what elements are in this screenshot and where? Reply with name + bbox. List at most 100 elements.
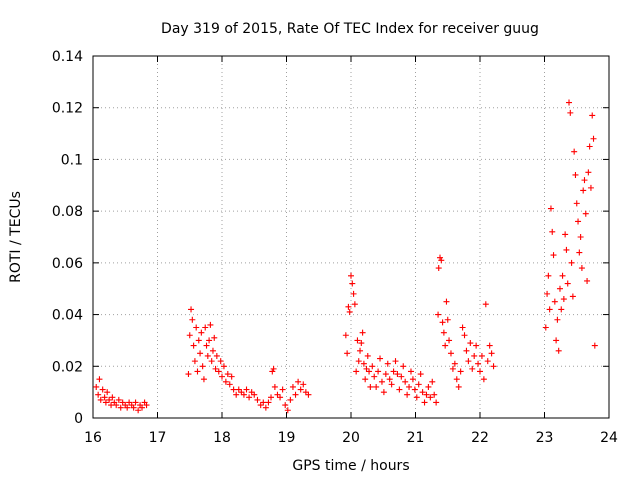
y-tick-label: 0.04 (52, 308, 83, 324)
data-point (366, 368, 373, 375)
data-point (380, 389, 387, 396)
data-point (554, 316, 561, 323)
data-point (104, 389, 111, 396)
data-point (212, 365, 219, 372)
data-point (262, 404, 269, 411)
data-point (442, 342, 449, 349)
data-point (549, 228, 556, 235)
data-point (353, 368, 360, 375)
data-point (550, 252, 557, 259)
data-point (478, 352, 485, 359)
data-point (93, 383, 100, 390)
data-point (556, 285, 563, 292)
x-tick-label: 22 (471, 430, 489, 446)
data-point (213, 352, 220, 359)
data-point (106, 396, 113, 403)
data-point (486, 342, 493, 349)
data-point (113, 402, 120, 409)
data-point (132, 399, 139, 406)
data-point (564, 280, 571, 287)
y-axis-title: ROTI / TECUs (8, 191, 24, 283)
x-tick-label: 17 (149, 430, 167, 446)
data-point (364, 352, 371, 359)
data-point (471, 352, 478, 359)
x-tick-label: 18 (213, 430, 231, 446)
data-point (388, 381, 395, 388)
data-point (473, 342, 480, 349)
data-point (295, 378, 302, 385)
data-point (117, 404, 124, 411)
data-point (542, 324, 549, 331)
data-point (219, 373, 225, 380)
data-point (569, 293, 576, 300)
data-point (96, 376, 103, 383)
y-tick-label: 0 (74, 411, 83, 427)
data-point (342, 332, 349, 339)
data-point (455, 383, 462, 390)
data-point (215, 368, 222, 375)
data-point (254, 396, 261, 403)
data-point (351, 301, 358, 308)
data-point (427, 394, 434, 401)
data-point (586, 143, 593, 150)
data-point (265, 399, 272, 406)
data-point (345, 303, 352, 310)
data-point (202, 324, 209, 331)
data-point (251, 391, 258, 398)
data-point (407, 368, 414, 375)
data-point (423, 391, 430, 398)
data-point (360, 360, 367, 367)
data-point (189, 316, 196, 323)
data-point (108, 402, 115, 409)
data-point (354, 337, 361, 344)
data-points (93, 99, 598, 414)
data-point (559, 272, 566, 279)
data-point (344, 350, 351, 357)
data-point (578, 265, 585, 272)
data-point (139, 404, 146, 411)
data-point (194, 368, 201, 375)
data-point (207, 321, 214, 328)
data-point (463, 347, 470, 354)
data-point (404, 391, 411, 398)
data-point (371, 373, 378, 380)
data-point (544, 290, 551, 297)
data-point (413, 394, 420, 401)
y-tick-label: 0.02 (52, 359, 83, 375)
data-point (297, 386, 304, 393)
data-point (447, 350, 454, 357)
data-point (222, 378, 229, 385)
data-point (567, 109, 574, 116)
data-point (109, 394, 116, 401)
data-point (208, 358, 215, 365)
data-point (193, 324, 200, 331)
x-axis-title: GPS time / hours (292, 458, 409, 474)
data-point (130, 404, 137, 411)
data-point (355, 358, 362, 365)
data-point (439, 319, 446, 326)
data-point (359, 329, 366, 336)
data-point (435, 311, 442, 318)
data-point (119, 399, 126, 406)
data-point (209, 347, 216, 354)
data-point (382, 371, 389, 378)
data-point (443, 298, 450, 305)
data-point (400, 363, 407, 370)
data-point (240, 391, 247, 398)
data-point (211, 334, 218, 341)
data-point (362, 376, 369, 383)
data-point (302, 389, 309, 396)
data-point (230, 386, 237, 393)
data-point (546, 306, 553, 313)
x-tick-label: 23 (536, 430, 554, 446)
data-point (233, 391, 240, 398)
data-point (203, 342, 210, 349)
data-point (277, 394, 284, 401)
x-axis: 16 17 18 19 20 21 22 23 24 (84, 56, 618, 446)
x-tick-label: 19 (278, 430, 296, 446)
data-point (375, 368, 382, 375)
data-point (394, 371, 401, 378)
data-point (402, 378, 409, 385)
data-point (260, 399, 267, 406)
